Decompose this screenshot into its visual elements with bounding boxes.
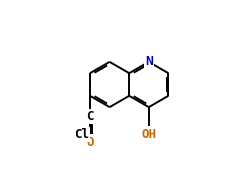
Text: C: C xyxy=(86,110,94,123)
Text: N: N xyxy=(145,55,153,68)
Text: Cl: Cl xyxy=(74,128,89,141)
Text: O: O xyxy=(86,136,94,149)
Text: OH: OH xyxy=(141,128,156,141)
